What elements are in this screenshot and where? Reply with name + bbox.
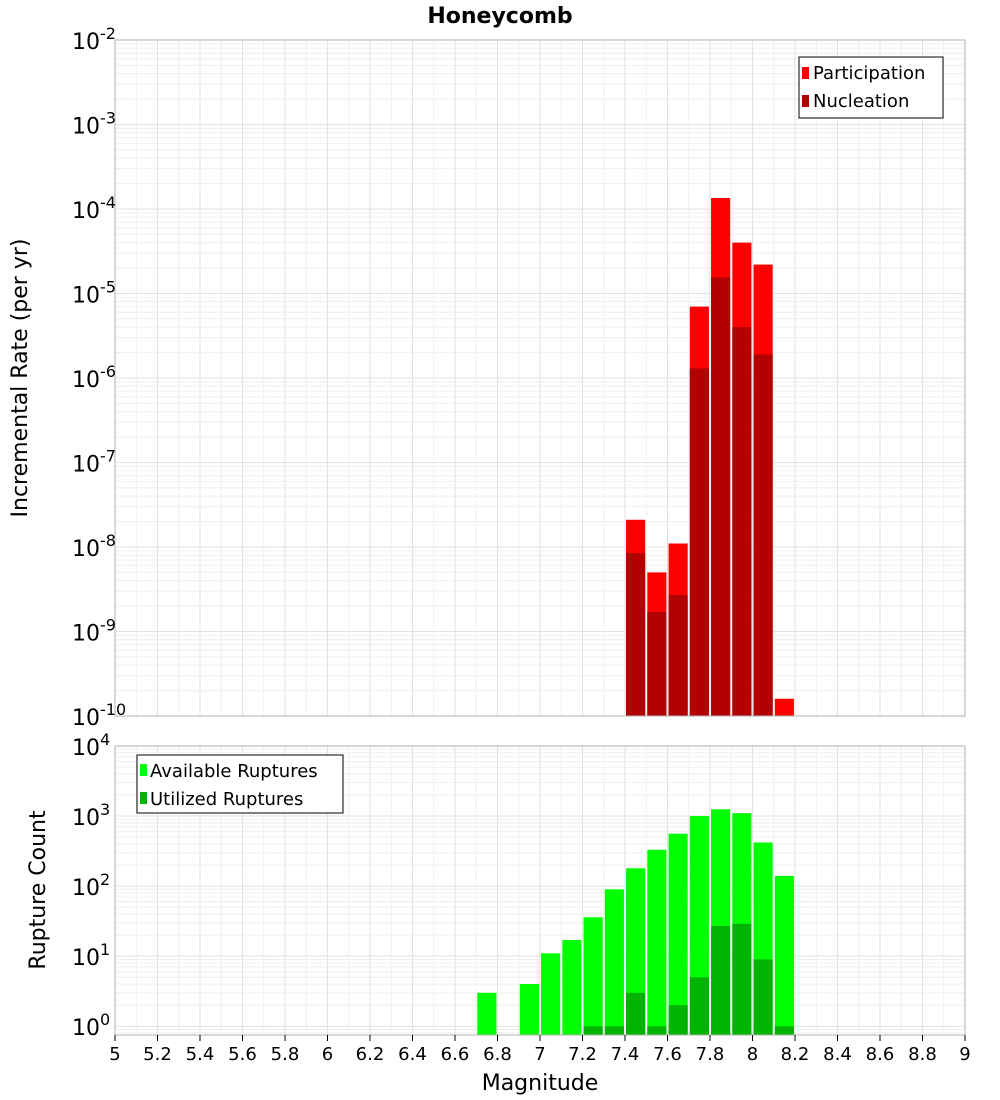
rate-plot-frame <box>114 39 966 717</box>
utilized-ruptures-bar <box>583 1026 603 1035</box>
available-ruptures-bar <box>647 849 667 1035</box>
rate-ytick-label: 10-4 <box>72 193 116 224</box>
utilized-ruptures-bar <box>753 959 773 1035</box>
nucleation-bar <box>626 552 646 716</box>
count-panel: 100 101 102 103 104 5 5.2 5.4 5.6 5.8 6 6.2 6.4 6.6 6… <box>26 730 971 1096</box>
x-tick-label: 7.6 <box>653 1044 682 1065</box>
legend-label-available: Available Ruptures <box>150 761 318 782</box>
x-tick-label: 7.2 <box>568 1044 597 1065</box>
rate-ytick-label: 10-10 <box>72 700 126 731</box>
rate-y-axis-title: Incremental Rate (per yr) <box>8 239 33 518</box>
nucleation-bar <box>711 277 731 716</box>
utilized-ruptures-bar <box>732 923 752 1035</box>
rate-bars <box>626 197 794 717</box>
x-tick-label: 8 <box>747 1044 758 1065</box>
utilized-ruptures-bar <box>647 1026 667 1035</box>
count-bars <box>477 809 794 1035</box>
x-axis-title: Magnitude <box>482 1071 599 1096</box>
utilized-ruptures-bar <box>774 1026 794 1035</box>
utilized-ruptures-bar <box>711 925 731 1035</box>
x-tick-label: 6.6 <box>441 1044 470 1065</box>
x-tick-label: 8.8 <box>908 1044 937 1065</box>
legend-swatch-nucleation <box>802 95 809 107</box>
rate-legend: Participation Nucleation <box>798 56 944 119</box>
legend-label-nucleation: Nucleation <box>813 91 909 112</box>
utilized-ruptures-bar <box>668 1005 688 1035</box>
legend-label-participation: Participation <box>813 63 925 84</box>
x-tick-label: 6 <box>322 1044 333 1065</box>
available-ruptures-bar <box>774 875 794 1035</box>
available-ruptures-bar <box>604 889 624 1035</box>
participation-bar <box>774 698 794 716</box>
x-tick-label: 9 <box>959 1044 970 1065</box>
x-tick-label: 8.4 <box>823 1044 852 1065</box>
count-legend: Available Ruptures Utilized Ruptures <box>136 754 344 814</box>
x-tick-label: 5.6 <box>228 1044 257 1065</box>
x-tick-label: 7.4 <box>611 1044 640 1065</box>
nucleation-bar <box>732 327 752 716</box>
x-tick-label: 6.2 <box>356 1044 385 1065</box>
utilized-ruptures-bar <box>689 977 709 1035</box>
legend-swatch-utilized <box>140 792 147 804</box>
x-tick-label: 6.4 <box>398 1044 427 1065</box>
rate-ytick-label: 10-7 <box>72 447 116 478</box>
available-ruptures-bar <box>541 953 561 1035</box>
available-ruptures-bar <box>583 917 603 1035</box>
rate-ytick-label: 10-8 <box>72 531 116 562</box>
rate-grid <box>114 40 966 717</box>
count-legend-box <box>136 754 344 814</box>
available-ruptures-bar <box>562 940 582 1035</box>
nucleation-bar <box>753 354 773 716</box>
rate-legend-box <box>798 56 944 119</box>
legend-label-utilized: Utilized Ruptures <box>150 789 303 810</box>
legend-swatch-participation <box>802 67 809 79</box>
legend-swatch-available <box>140 764 147 776</box>
utilized-ruptures-bar <box>604 1026 624 1035</box>
count-y-ticks: 100 101 102 103 104 <box>72 730 110 1041</box>
x-tick-label: 7 <box>534 1044 545 1065</box>
available-ruptures-bar <box>519 984 539 1035</box>
count-ytick-label: 101 <box>72 940 110 971</box>
x-tick-label: 5.4 <box>186 1044 215 1065</box>
utilized-ruptures-bar <box>626 992 646 1035</box>
x-tick-label: 5.8 <box>271 1044 300 1065</box>
x-tick-label: 5 <box>109 1044 120 1065</box>
x-tick-label: 8.2 <box>781 1044 810 1065</box>
x-ticks: 5 5.2 5.4 5.6 5.8 6 6.2 6.4 6.6 6.8 7 7.2 7.4 7.6 7.8 8… <box>109 1035 971 1065</box>
x-tick-label: 6.8 <box>483 1044 512 1065</box>
available-ruptures-bar <box>668 833 688 1035</box>
count-ytick-label: 100 <box>72 1010 110 1041</box>
x-tick-label: 7.8 <box>696 1044 725 1065</box>
nucleation-bar <box>647 612 667 716</box>
x-tick-label: 8.6 <box>866 1044 895 1065</box>
available-ruptures-bar <box>477 992 497 1035</box>
nucleation-bar <box>689 368 709 716</box>
count-ytick-label: 103 <box>72 800 110 831</box>
count-ytick-label: 102 <box>72 870 110 901</box>
count-y-axis-title: Rupture Count <box>26 810 51 970</box>
rate-ytick-label: 10-2 <box>72 24 116 55</box>
rate-ytick-label: 10-5 <box>72 278 116 309</box>
chart-title: Honeycomb <box>427 4 572 29</box>
x-tick-label: 5.2 <box>143 1044 172 1065</box>
rate-panel: Honeycomb 10-1010-910-810-710-610-510-41… <box>8 4 966 731</box>
rate-ytick-label: 10-9 <box>72 616 116 647</box>
count-ytick-label: 104 <box>72 730 110 761</box>
rate-ytick-label: 10-6 <box>72 362 116 393</box>
count-grid <box>114 746 966 1035</box>
rate-y-ticks: 10-10 10-9 10-8 10-7 10-6 10-5 10-4 10-3 10-2 <box>72 24 126 731</box>
nucleation-bar <box>668 595 688 716</box>
rate-ytick-label: 10-3 <box>72 109 116 140</box>
